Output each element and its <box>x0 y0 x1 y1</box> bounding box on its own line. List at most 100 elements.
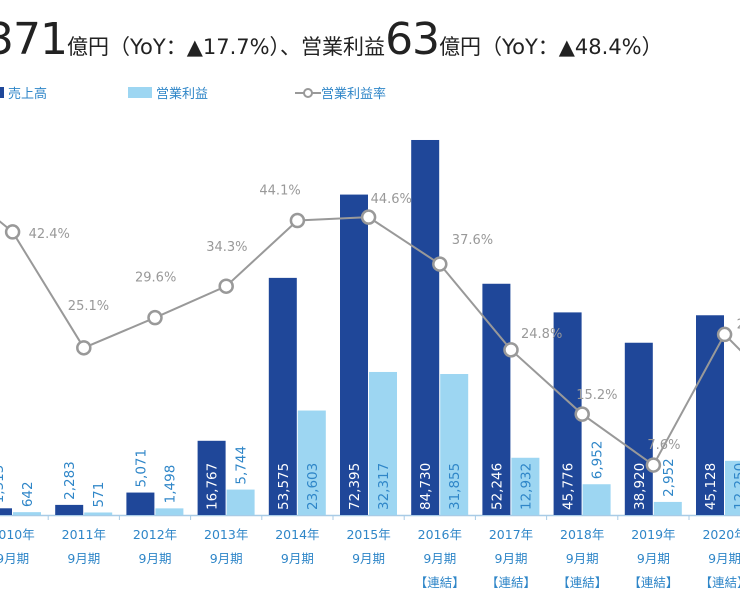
x-tick-label: 2010年 <box>0 527 35 542</box>
rate-label: 42.4% <box>29 227 70 242</box>
x-tick-label: 2011年 <box>62 527 106 542</box>
op-bar-label: 23,603 <box>305 463 321 510</box>
legend-sales: 売上高 <box>0 83 47 102</box>
rate-point <box>716 326 733 343</box>
op-bar-label: 6,952 <box>590 441 606 480</box>
sales-bar <box>624 342 653 515</box>
sales-bar-label: 53,575 <box>276 463 292 510</box>
sales-bar-label: 16,767 <box>205 463 221 510</box>
sales-bar <box>340 194 368 516</box>
x-tick-label: 2020年 <box>702 527 740 542</box>
x-tick-label: 9月期 <box>210 551 243 566</box>
op-unit-text: 億円（YoY：▲48.4%） <box>439 35 663 59</box>
op-bar <box>155 508 184 515</box>
op-bar <box>84 512 113 515</box>
op-bar-label: 12,250 <box>732 463 740 510</box>
sales-bar <box>126 492 155 515</box>
sales-bar <box>55 504 84 515</box>
op-bar-label: 12,932 <box>518 463 534 510</box>
x-tick-label: 2016年 <box>418 527 462 542</box>
op-bar-label: 2,952 <box>661 458 677 497</box>
sales-bar-label: 5,071 <box>133 449 149 488</box>
x-tick-label: 2014年 <box>275 527 319 542</box>
op-bar <box>511 457 540 515</box>
x-tick-label: 9月期 <box>352 551 385 566</box>
x-tick-label: 9月期 <box>139 551 172 566</box>
sales-value: 371 <box>0 14 68 65</box>
sales-bar-label: 52,246 <box>489 463 505 510</box>
rate-label: 24.8% <box>521 327 562 342</box>
op-bar-label: 642 <box>20 481 36 507</box>
rate-label: 27.1% <box>737 317 740 332</box>
x-tick-label: 9月期 <box>708 551 740 566</box>
rate-label: 44.6% <box>371 192 412 207</box>
op-bar-label: 1,498 <box>162 465 178 504</box>
sales-bar-label: 2,283 <box>62 461 78 500</box>
legend-label: 営業利益 <box>156 87 209 102</box>
x-tick-label: 【連結】 <box>557 575 607 590</box>
rate-point <box>645 457 662 473</box>
rate-point <box>503 342 519 358</box>
rate-point <box>574 406 590 422</box>
op-bar-label: 32,317 <box>376 463 392 510</box>
op-bar <box>297 410 326 515</box>
rate-point <box>218 278 234 294</box>
x-tick-label: 9月期 <box>637 551 670 566</box>
op-value: 63 <box>385 14 440 65</box>
rate-label: 15.2% <box>576 388 617 403</box>
sales-bar-label: 38,920 <box>632 463 648 510</box>
x-tick-label: 9月期 <box>281 551 314 566</box>
x-tick-label: 2015年 <box>346 527 390 542</box>
x-tick-label: 【連結】 <box>628 575 678 590</box>
sales-bar <box>411 139 440 515</box>
rate-point <box>432 256 448 272</box>
legend-swatch-op <box>128 87 152 98</box>
op-bar <box>653 501 682 515</box>
sales-bar-label: 45,776 <box>561 463 577 510</box>
sales-bar <box>197 440 226 515</box>
legend-swatch-sales <box>0 87 4 98</box>
x-tick-label: 2012年 <box>133 527 177 542</box>
sales-bar-label: 45,128 <box>703 463 719 510</box>
op-bar-label: 571 <box>91 482 107 508</box>
x-tick-label: 9月期 <box>67 551 100 566</box>
x-tick-label: 2017年 <box>489 527 533 542</box>
x-tick-label: 9月期 <box>423 551 456 566</box>
op-bar <box>369 371 397 515</box>
rate-label: 29.6% <box>135 271 176 286</box>
rate-point <box>76 340 92 356</box>
x-tick-label: 【連結】 <box>415 575 465 590</box>
op-bar <box>13 512 41 515</box>
rate-point <box>147 309 163 326</box>
x-tick-label: 2013年 <box>204 527 248 542</box>
legend-op: 営業利益 <box>128 83 208 102</box>
x-tick-label: 2018年 <box>560 527 604 542</box>
x-tick-label: 【連結】 <box>486 575 536 590</box>
x-tick-label: 2019年 <box>631 527 675 542</box>
legend-label: 売上高 <box>8 87 48 102</box>
rate-point <box>360 209 377 225</box>
op-bar-label: 31,855 <box>447 463 463 510</box>
op-bar <box>725 460 740 515</box>
legend-line-marker-icon <box>295 87 321 98</box>
rate-line <box>11 216 726 467</box>
rate-point <box>289 212 306 229</box>
x-tick-label: 9月期 <box>495 551 528 566</box>
headline: 371億円（YoY：▲17.7%）、営業利益63億円（YoY：▲48.4%） <box>0 14 663 65</box>
legend-label: 営業利益率 <box>321 87 387 102</box>
rate-label: 34.3% <box>206 240 247 255</box>
op-bar <box>582 484 611 515</box>
x-tick-label: 9月期 <box>566 551 599 566</box>
legend-rate: 営業利益率 <box>295 83 386 102</box>
rate-point <box>4 224 21 240</box>
sales-bar-label: 1,515 <box>0 465 7 504</box>
op-bar-label: 5,744 <box>234 446 250 485</box>
sales-bar <box>696 315 724 515</box>
op-bar <box>226 489 255 515</box>
x-tick-label: 【連結】 <box>700 575 740 590</box>
sales-unit-text: 億円（YoY：▲17.7%）、営業利益 <box>66 35 386 59</box>
sales-bar-label: 84,730 <box>418 463 434 510</box>
x-tick-label: 9月期 <box>0 551 29 566</box>
rate-label: 7.6% <box>647 438 680 453</box>
